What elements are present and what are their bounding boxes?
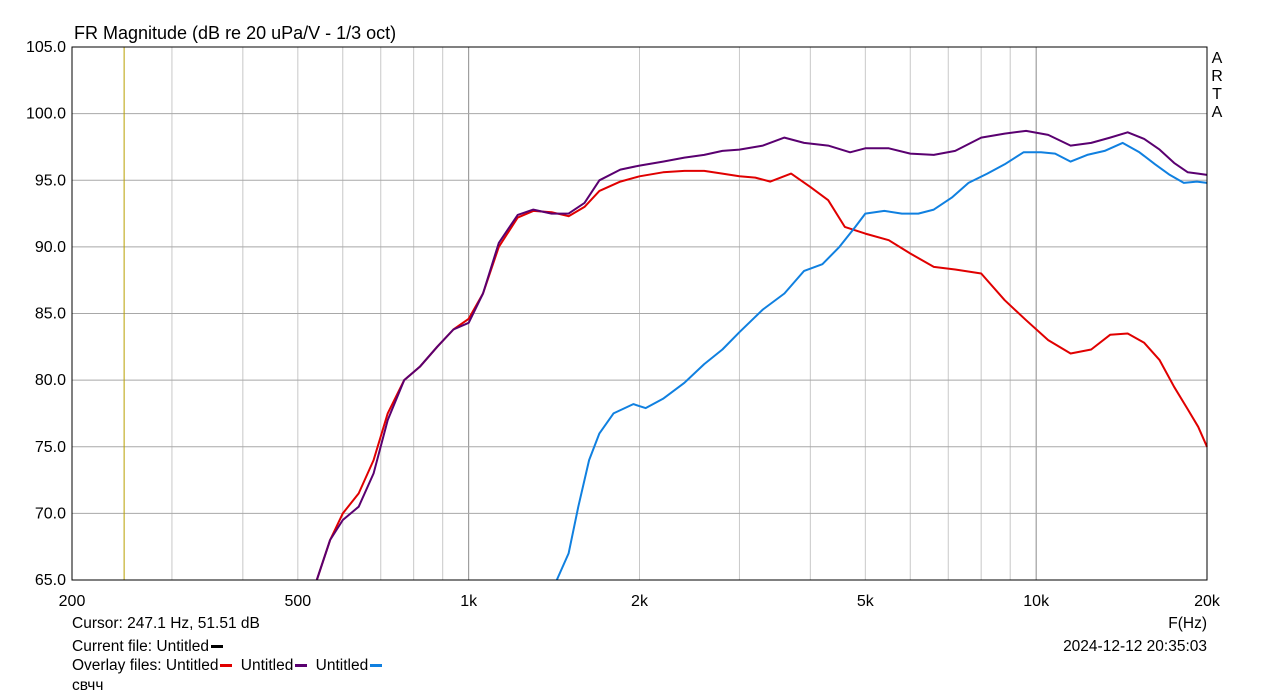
- series-line-3: [555, 141, 1208, 581]
- watermark-letter: A: [1212, 104, 1223, 121]
- timestamp: 2024-12-12 20:35:03: [1063, 638, 1207, 655]
- x-tick-label: 500: [284, 593, 311, 610]
- y-tick-labels: 65.0 70.0 75.0 80.0 85.0 90.0 95.0 100.0 105.0: [26, 39, 66, 589]
- cursor-readout: Cursor: 247.1 Hz, 51.51 dB: [72, 615, 260, 632]
- x-tick-label: 1k: [460, 593, 478, 610]
- freq-axis-label: F(Hz): [1168, 615, 1207, 632]
- y-tick-label: 80.0: [35, 372, 66, 389]
- watermark-letter: A: [1212, 50, 1223, 67]
- y-tick-label: 85.0: [35, 306, 66, 323]
- x-tick-label: 5k: [857, 593, 875, 610]
- chart-title: FR Magnitude (dB re 20 uPa/V - 1/3 oct): [74, 23, 396, 43]
- x-tick-label: 2k: [631, 593, 649, 610]
- plot-frame: [71, 46, 1208, 581]
- overlay-file-2-swatch: [295, 664, 308, 668]
- y-tick-label: 95.0: [35, 172, 66, 189]
- x-tick-label: 10k: [1023, 593, 1050, 610]
- x-tick-label: 200: [59, 593, 86, 610]
- y-tick-label: 105.0: [26, 39, 66, 56]
- series-group: [315, 129, 1208, 581]
- y-tick-label: 100.0: [26, 106, 66, 123]
- overlay-file-3: Untitled: [315, 657, 369, 674]
- x-tick-label: 20k: [1194, 593, 1221, 610]
- overlay-file-1-swatch: [220, 664, 233, 668]
- current-file-swatch: [210, 645, 223, 649]
- y-tick-label: 70.0: [35, 505, 66, 522]
- watermark-letter: R: [1211, 68, 1223, 85]
- overlay-file-3-swatch: [370, 664, 383, 668]
- note-text: свчч: [72, 677, 104, 694]
- overlay-files-label: Overlay files:: [72, 657, 162, 674]
- overlay-file-1: Untitled: [165, 657, 219, 674]
- y-tick-label: 90.0: [35, 239, 66, 256]
- grid: [72, 47, 1207, 580]
- current-file-label: Current file: Untitled: [72, 638, 209, 655]
- series-line-2: [315, 129, 1208, 581]
- y-tick-label: 75.0: [35, 439, 66, 456]
- current-file-line: Current file: Untitled: [72, 638, 227, 656]
- watermark-letter: T: [1212, 86, 1222, 103]
- x-tick-labels: 200 500 1k 2k 5k 10k 20k: [59, 593, 1221, 610]
- overlay-files-line: Overlay files: Untitled Untitled Untitle…: [72, 657, 386, 675]
- y-tick-label: 65.0: [35, 572, 66, 589]
- overlay-file-2: Untitled: [240, 657, 294, 674]
- series-line-1: [315, 169, 1208, 581]
